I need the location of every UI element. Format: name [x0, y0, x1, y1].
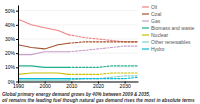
y-tick-mark	[16, 11, 18, 12]
x-tick-label: 2030	[120, 83, 131, 89]
grid-line	[18, 53, 138, 54]
series-line	[69, 42, 138, 43]
x-tick-label: 2000	[40, 83, 51, 89]
y-axis: 0% 10% 20% 30% 40% 50%	[5, 6, 19, 85]
legend-item: Nuclear	[142, 32, 169, 38]
legend-swatch	[142, 34, 149, 35]
series-line	[69, 46, 138, 52]
y-tick: 20%	[5, 50, 18, 56]
legend-item: Hydro	[142, 46, 165, 52]
x-axis: 19902000201020202030	[13, 82, 139, 90]
series-line	[69, 77, 138, 78]
plot: 199020002010202020300%10%20%30%40%50%	[5, 6, 139, 90]
legend-label: Biomass and waste	[151, 25, 195, 31]
grid-line	[18, 39, 138, 40]
legend-label: Oil	[151, 4, 157, 10]
series-line	[18, 43, 69, 49]
grid-line	[18, 10, 138, 11]
series-line	[18, 19, 69, 35]
x-tick: 2030	[120, 82, 131, 90]
y-tick-label: 50%	[5, 8, 16, 14]
subtitle: oil remains the leading fuel though natu…	[2, 98, 195, 103]
legend-swatch	[142, 6, 149, 7]
y-tick: 10%	[5, 64, 18, 70]
legend-swatch	[142, 27, 149, 28]
series-line	[69, 76, 138, 80]
legend-swatch	[142, 41, 149, 42]
grid	[18, 11, 138, 82]
legend-label: Coal	[151, 11, 161, 17]
legend-swatch	[142, 20, 149, 21]
series-line	[18, 78, 69, 79]
legend: OilCoalGasBiomass and wasteNuclearOther …	[142, 4, 195, 52]
legend-item: Coal	[142, 11, 161, 17]
legend-swatch	[142, 13, 149, 14]
y-tick: 50%	[5, 8, 18, 14]
series-line	[69, 73, 138, 74]
grid-line	[18, 81, 138, 82]
y-tick-label: 10%	[5, 64, 16, 70]
x-tick: 2000	[40, 82, 51, 90]
y-tick-label: 40%	[5, 22, 16, 28]
x-tick: 2020	[93, 82, 104, 90]
y-tick-mark	[16, 82, 18, 83]
x-tick: 2010	[66, 82, 77, 90]
lines	[18, 19, 138, 80]
y-tick-label: 0%	[8, 79, 16, 85]
y-tick: 40%	[5, 22, 18, 28]
legend-item: Oil	[142, 4, 157, 10]
legend-label: Other renewables	[151, 39, 191, 45]
legend-item: Biomass and waste	[142, 25, 195, 31]
legend-item: Gas	[142, 18, 161, 24]
series-line	[69, 66, 138, 67]
legend-label: Hydro	[151, 46, 165, 52]
x-tick-label: 2020	[93, 83, 104, 89]
title: Global primary energy demand grows by 40…	[2, 92, 150, 97]
y-axis-line	[18, 6, 19, 83]
legend-item: Other renewables	[142, 39, 191, 45]
grid-line	[18, 67, 138, 68]
legend-swatch	[142, 48, 149, 49]
y-tick-mark	[16, 25, 18, 26]
y-tick: 30%	[5, 36, 18, 42]
background	[0, 0, 200, 104]
y-tick: 0%	[8, 79, 18, 85]
series-line	[18, 73, 69, 74]
legend-label: Nuclear	[151, 32, 169, 38]
y-tick-mark	[16, 53, 18, 54]
y-tick-label: 20%	[5, 50, 16, 56]
series-line	[18, 52, 69, 55]
y-tick-label: 30%	[5, 36, 16, 42]
caption: Global primary energy demand grows by 40…	[2, 92, 195, 103]
grid-line	[18, 24, 138, 25]
y-tick-mark	[16, 67, 18, 68]
y-tick-mark	[16, 39, 18, 40]
chart: Global primary energy demand grows by 40…	[0, 0, 200, 104]
legend-label: Gas	[151, 18, 161, 24]
series-line	[18, 66, 69, 67]
x-tick-label: 2010	[66, 83, 77, 89]
series-line	[69, 35, 138, 42]
series-line	[18, 80, 69, 81]
